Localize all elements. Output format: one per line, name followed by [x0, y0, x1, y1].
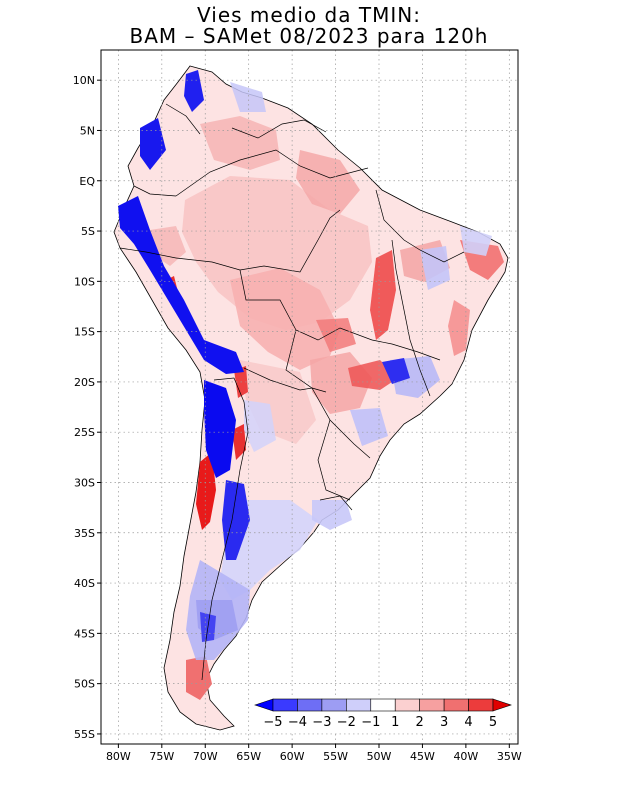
lat-tick-label: 30S — [74, 476, 95, 489]
color-bar-label: −1 — [361, 715, 380, 730]
color-bar-label: 3 — [440, 715, 448, 730]
lat-tick-label: 5N — [80, 124, 95, 137]
color-bar-label: 1 — [391, 715, 399, 730]
lat-tick-label: 10N — [73, 74, 95, 87]
longitude-labels: 80W 75W 70W 65W 60W 55W 50W 45W 40W 35W — [106, 750, 522, 763]
lon-tick-label: 60W — [280, 750, 305, 763]
color-bar-segment — [297, 698, 323, 712]
color-bar-label: 2 — [416, 715, 424, 730]
graticule — [97, 50, 518, 748]
cool-bias-regions — [118, 70, 492, 660]
lat-tick-label: 15S — [74, 326, 95, 339]
color-bar-label: 5 — [489, 715, 497, 730]
lon-tick-label: 50W — [367, 750, 392, 763]
lon-tick-label: 40W — [453, 750, 478, 763]
lat-tick-label: 55S — [74, 728, 95, 741]
color-bar-label: −2 — [337, 715, 356, 730]
lon-tick-label: 35W — [497, 750, 522, 763]
color-bar-segment — [419, 698, 445, 712]
color-bar-label: 4 — [464, 715, 472, 730]
map-title-line1: Vies medio da TMIN: — [197, 3, 421, 27]
color-bar: −5 −4 −3 −2 −1 1 2 3 4 5 — [253, 695, 513, 731]
country-borders — [119, 103, 465, 681]
lon-tick-label: 80W — [106, 750, 131, 763]
lat-tick-label: 25S — [74, 426, 95, 439]
lat-tick-label: 20S — [74, 376, 95, 389]
lon-tick-label: 65W — [236, 750, 261, 763]
map-title-line2: BAM – SAMet 08/2023 para 120h — [129, 24, 489, 48]
warm-bias-regions — [150, 116, 504, 700]
color-bar-segment — [370, 698, 396, 712]
lat-tick-label: 10S — [74, 275, 95, 288]
color-bar-segment — [394, 698, 420, 712]
color-bar-label: −5 — [263, 715, 282, 730]
lon-tick-label: 45W — [410, 750, 435, 763]
latitude-labels: 10N 5N EQ 5S 10S 15S 20S 25S 30S 35S 40S 45S 50S 55S — [73, 74, 96, 741]
color-bar-segment — [443, 698, 469, 712]
map-frame — [100, 49, 519, 745]
lat-tick-label: 45S — [74, 627, 95, 640]
lat-tick-label: EQ — [79, 175, 95, 188]
lon-tick-label: 55W — [323, 750, 348, 763]
color-bar-label: −3 — [312, 715, 331, 730]
color-bar-segment — [468, 698, 494, 712]
color-bar-segment — [272, 698, 298, 712]
lat-tick-label: 5S — [81, 225, 95, 238]
lat-tick-label: 50S — [74, 678, 95, 691]
color-bar-segment — [321, 698, 347, 712]
color-bar-label: −4 — [288, 715, 307, 730]
lat-tick-label: 35S — [74, 527, 95, 540]
lat-tick-label: 40S — [74, 577, 95, 590]
lon-tick-label: 70W — [193, 750, 218, 763]
color-bar-arrow-max — [492, 698, 512, 712]
lon-tick-label: 75W — [149, 750, 174, 763]
color-bar-segment — [346, 698, 372, 712]
